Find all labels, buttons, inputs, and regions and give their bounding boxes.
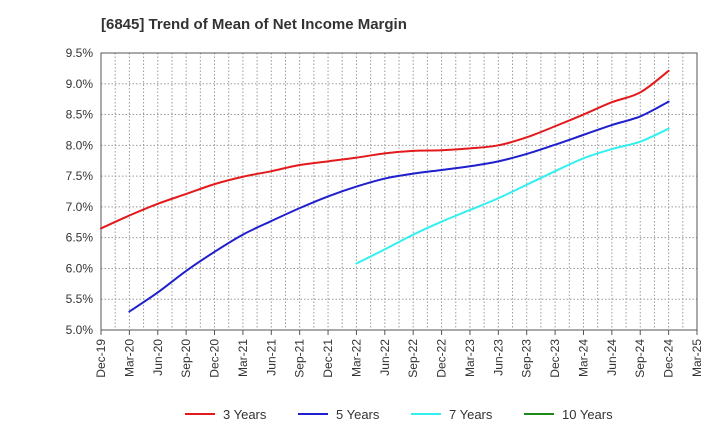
x-tick-label: Mar-24 <box>576 339 590 377</box>
y-tick-label: 9.0% <box>66 77 94 91</box>
x-tick-label: Mar-23 <box>463 339 477 377</box>
x-tick-label: Jun-20 <box>151 339 165 376</box>
y-tick-label: 7.5% <box>66 169 94 183</box>
legend-label-5-years: 5 Years <box>336 407 380 422</box>
legend-label-3-years: 3 Years <box>223 407 267 422</box>
y-tick-label: 6.5% <box>66 231 94 245</box>
x-tick-label: Dec-22 <box>435 339 449 378</box>
x-tick-label: Sep-22 <box>406 339 420 378</box>
x-tick-label: Dec-19 <box>94 339 108 378</box>
y-tick-label: 6.0% <box>66 261 94 275</box>
x-tick-label: Mar-21 <box>236 339 250 377</box>
series-line-7-years <box>355 127 670 265</box>
x-tick-label: Jun-22 <box>378 339 392 376</box>
y-tick-label: 8.0% <box>66 138 94 152</box>
series-line-5-years <box>128 100 670 313</box>
y-tick-label: 5.5% <box>66 292 94 306</box>
y-tick-label: 5.0% <box>66 323 94 337</box>
x-tick-label: Jun-23 <box>491 339 505 376</box>
x-tick-label: Mar-20 <box>122 339 136 377</box>
x-tick-label: Mar-22 <box>349 339 363 377</box>
y-tick-label: 7.0% <box>66 200 94 214</box>
legend-label-10-years: 10 Years <box>562 407 613 422</box>
legend-label-7-years: 7 Years <box>449 407 493 422</box>
y-tick-label: 9.5% <box>66 46 94 60</box>
x-tick-label: Jun-24 <box>605 339 619 376</box>
x-tick-label: Dec-20 <box>208 339 222 378</box>
x-tick-label: Mar-25 <box>690 339 704 377</box>
chart-title: [6845] Trend of Mean of Net Income Margi… <box>101 16 407 33</box>
x-tick-label: Dec-24 <box>662 339 676 378</box>
x-tick-label: Jun-21 <box>264 339 278 376</box>
x-tick-label: Sep-24 <box>633 339 647 378</box>
x-tick-label: Sep-20 <box>179 339 193 378</box>
y-tick-label: 8.5% <box>66 108 94 122</box>
plot-frame <box>100 52 698 331</box>
x-tick-label: Sep-21 <box>293 339 307 378</box>
x-tick-label: Sep-23 <box>520 339 534 378</box>
x-tick-label: Dec-21 <box>321 339 335 378</box>
x-tick-label: Dec-23 <box>548 339 562 378</box>
series-line-3-years <box>100 69 670 230</box>
